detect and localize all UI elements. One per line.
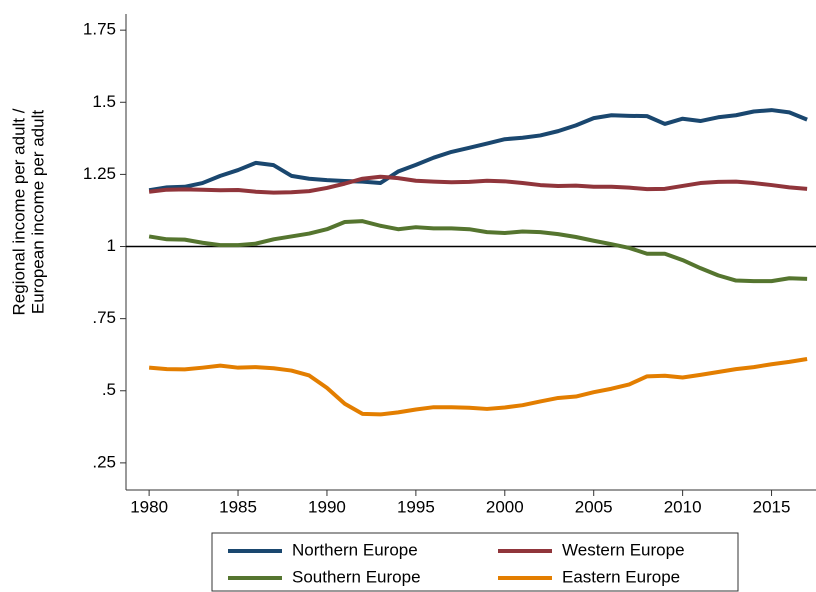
y-tick-label: 1.5 — [92, 92, 116, 111]
x-tick-label: 1980 — [130, 497, 168, 516]
y-axis-label: European income per adult — [28, 110, 47, 314]
line-series — [148, 219, 808, 284]
legend-label: Northern Europe — [292, 540, 418, 559]
y-tick-label: .25 — [92, 452, 116, 471]
line-series — [148, 108, 808, 193]
legend-label: Western Europe — [562, 540, 685, 559]
x-tick-label: 2010 — [664, 497, 702, 516]
y-tick-label: .75 — [92, 308, 116, 327]
line-series — [148, 174, 808, 195]
y-tick-label: 1.25 — [83, 164, 116, 183]
legend-label: Southern Europe — [292, 567, 421, 586]
y-tick-label: .5 — [102, 380, 116, 399]
x-tick-label: 1990 — [308, 497, 346, 516]
legend-label: Eastern Europe — [562, 567, 680, 586]
x-tick-label: 1995 — [397, 497, 435, 516]
legend-box — [211, 532, 739, 592]
line-series — [148, 357, 808, 417]
y-tick-label: 1 — [107, 236, 116, 255]
x-tick-label: 2015 — [753, 497, 791, 516]
y-tick-label: 1.75 — [83, 20, 116, 39]
x-tick-label: 2000 — [486, 497, 524, 516]
x-tick-label: 1985 — [219, 497, 257, 516]
y-axis-label: Regional income per adult / — [9, 108, 28, 315]
x-tick-label: 2005 — [575, 497, 613, 516]
